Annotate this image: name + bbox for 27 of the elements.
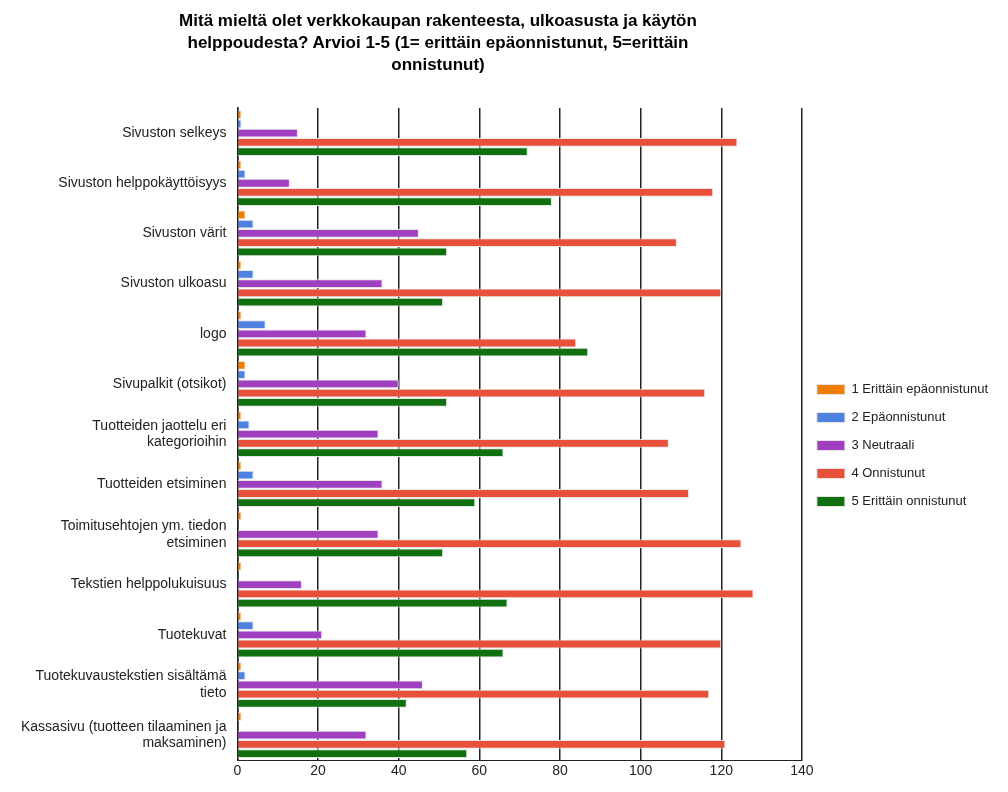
- y-tick-label: Sivuston värit: [142, 224, 227, 241]
- y-tick-label: Kassasivu (tuotteen tilaaminen ja maksaminen): [20, 717, 227, 751]
- legend-label: 1 Erittäin epäonnistunut: [851, 381, 989, 397]
- y-tick-label: Sivuston ulkoasu: [120, 274, 227, 291]
- y-tick-label: Toimitusehtojen ym. tiedon etsiminen: [60, 516, 227, 550]
- y-tick-label: logo: [199, 324, 227, 341]
- legend-label: 2 Epäonnistunut: [851, 409, 946, 425]
- y-tick-label: Tuotteiden etsiminen: [96, 475, 227, 492]
- y-tick-label: Sivuston selkeys: [122, 123, 227, 140]
- x-tick-label: 120: [709, 762, 734, 779]
- x-tick-label: 40: [390, 762, 407, 779]
- y-tick-label: Sivuston helppokäyttöisyys: [58, 174, 227, 191]
- legend-label: 4 Onnistunut: [851, 465, 926, 481]
- y-tick-label: Tuotekuvaustekstien sisältämä tieto: [35, 667, 227, 701]
- x-tick-label: 100: [628, 762, 653, 779]
- y-tick-label: Tuotekuvat: [157, 625, 227, 642]
- y-tick-label: Tekstien helppolukuisuus: [70, 575, 227, 592]
- x-tick-label: 140: [790, 762, 814, 779]
- x-tick-label: 20: [310, 762, 327, 779]
- legend-label: 5 Erittäin onnistunut: [851, 493, 967, 509]
- chart-title: Mitä mieltä olet verkkokaupan rakenteesta, ulkoasusta ja käytön helppoudesta? Arvioi 1-5 (1= erittäin epäonnistunut, 5=erittäin onnistunut): [178, 10, 698, 76]
- x-tick-label: 0: [233, 762, 242, 779]
- y-tick-label: Tuotteiden jaottelu eri kategorioihin: [92, 416, 227, 450]
- y-tick-label: Sivupalkit (otsikot): [112, 374, 227, 391]
- x-tick-label: 60: [471, 762, 488, 779]
- legend-label: 3 Neutraali: [851, 437, 915, 453]
- x-tick-label: 80: [552, 762, 568, 779]
